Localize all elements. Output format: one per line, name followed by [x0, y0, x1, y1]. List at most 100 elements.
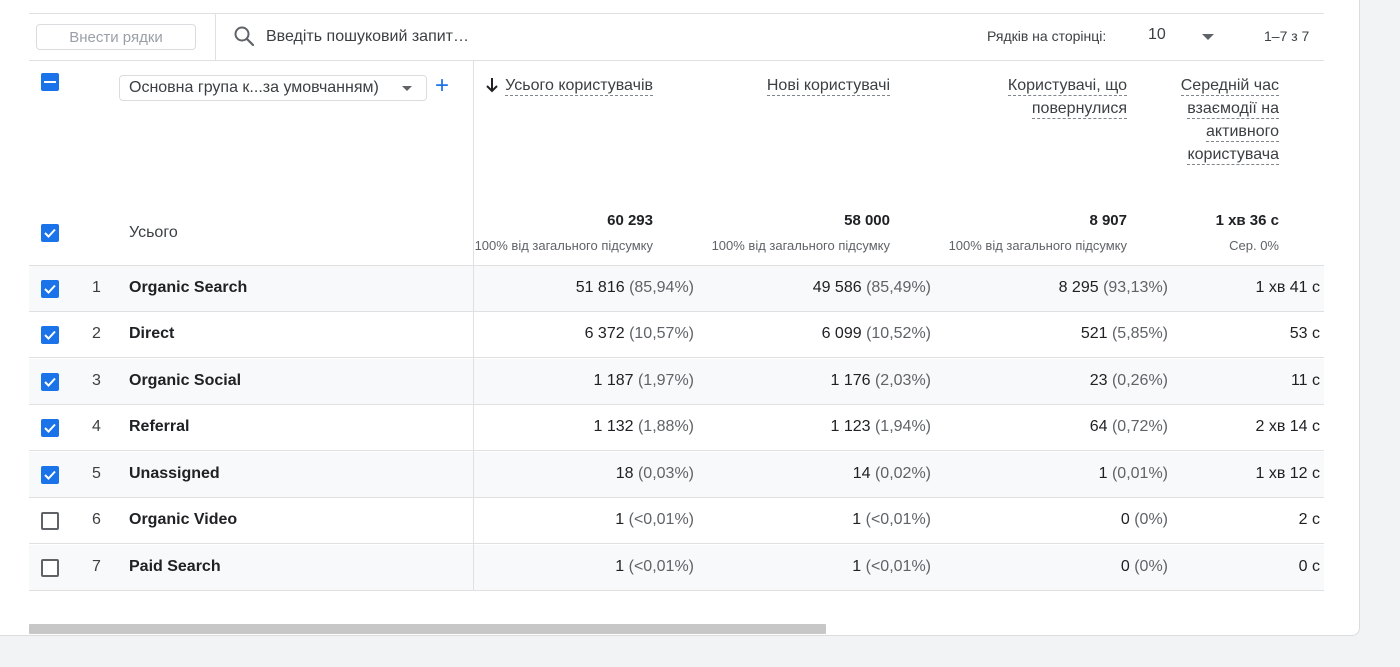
column-header-label: Усього користувачів: [505, 77, 653, 96]
check-icon: [44, 284, 56, 294]
row-index: 2: [92, 325, 101, 342]
rows-per-page-select[interactable]: 10: [1148, 26, 1166, 43]
cell-value: 1: [615, 558, 625, 575]
row-index: 7: [92, 558, 101, 575]
column-header-total-users[interactable]: Усього користувачів: [485, 74, 653, 97]
cell-value: 49 586: [812, 279, 862, 296]
cell-total-users: 1 (<0,01%): [615, 558, 694, 576]
plus-icon[interactable]: +: [434, 72, 449, 99]
total-row-checkbox[interactable]: [41, 224, 59, 242]
insert-rows-button[interactable]: Внести рядки: [36, 24, 196, 50]
cell-returning-users: 23 (0,26%): [1090, 372, 1168, 390]
cell-percent: (0,01%): [1111, 465, 1168, 482]
cell-value: 1: [1098, 465, 1108, 482]
column-header-label-line: активного: [1206, 123, 1279, 142]
report-table-card: Внести рядки Рядків на сторінці: 10 1–7 …: [0, 0, 1360, 636]
row-dimension-value[interactable]: Organic Search: [129, 279, 248, 296]
cell-value: 1 176: [830, 372, 871, 389]
cell-percent: (0,02%): [874, 465, 931, 482]
row-index: 1: [92, 279, 101, 296]
table-row[interactable]: 3 Organic Social 1 187 (1,97%) 1 176 (2,03%…: [29, 359, 1324, 405]
cell-percent: (<0,01%): [865, 511, 931, 528]
row-divider: [29, 357, 1324, 358]
row-divider: [29, 543, 1324, 544]
cell-value: 8 295: [1058, 279, 1099, 296]
column-header-avg-engagement[interactable]: Середній час взаємодії на активного кори…: [1180, 74, 1279, 166]
chevron-down-icon[interactable]: [1202, 34, 1214, 40]
row-dimension-value[interactable]: Organic Social: [129, 372, 242, 389]
cell-new-users: 1 123 (1,94%): [830, 418, 931, 436]
row-checkbox[interactable]: [41, 512, 59, 530]
column-header-new-users[interactable]: Нові користувачі: [766, 74, 890, 97]
cell-total-users: 18 (0,03%): [616, 465, 694, 483]
cell-avg-engagement: 1 хв 12 с: [1255, 465, 1320, 482]
cell-new-users: 1 176 (2,03%): [830, 372, 931, 390]
row-checkbox[interactable]: [41, 326, 59, 344]
row-checkbox[interactable]: [41, 466, 59, 484]
cell-returning-users: 0 (0%): [1121, 558, 1168, 576]
cell-value: 6 099: [821, 325, 862, 342]
check-icon: [44, 423, 56, 433]
cell-total-users: 1 187 (1,97%): [593, 372, 694, 390]
row-dimension-value[interactable]: Paid Search: [129, 558, 221, 575]
row-divider: [29, 450, 1324, 451]
column-header-label-line: Користувачі, що: [1007, 77, 1127, 96]
cell-returning-users: 64 (0,72%): [1090, 418, 1168, 436]
cell-avg-engagement: 1 хв 41 с: [1255, 279, 1320, 296]
dimension-select[interactable]: Основна група к...за умовчанням): [119, 75, 427, 101]
row-dimension-value[interactable]: Direct: [129, 325, 175, 342]
table-row[interactable]: 6 Organic Video 1 (<0,01%) 1 (<0,01%) 0 (0%)…: [29, 498, 1324, 544]
column-header-label-line: взаємодії на: [1187, 100, 1279, 119]
row-divider: [29, 404, 1324, 405]
table-row[interactable]: 2 Direct 6 372 (10,57%) 6 099 (10,52%) 521 (…: [29, 312, 1324, 358]
row-divider: [29, 497, 1324, 498]
check-icon: [44, 470, 56, 480]
row-dimension-value[interactable]: Unassigned: [129, 465, 220, 482]
dimension-select-value: Основна група к...за умовчанням): [129, 79, 379, 96]
check-icon: [44, 377, 56, 387]
cell-new-users: 1 (<0,01%): [852, 511, 931, 529]
select-all-checkbox[interactable]: [41, 73, 59, 91]
table-row[interactable]: 7 Paid Search 1 (<0,01%) 1 (<0,01%) 0 (0%) 0 …: [29, 545, 1324, 591]
row-checkbox[interactable]: [41, 373, 59, 391]
total-value: 58 000: [844, 212, 890, 229]
row-checkbox[interactable]: [41, 559, 59, 577]
toolbar-bottom-divider: [29, 60, 1324, 61]
cell-percent: (0,03%): [637, 465, 694, 482]
cell-total-users: 6 372 (10,57%): [585, 325, 694, 343]
cell-avg-engagement: 2 с: [1298, 511, 1320, 528]
row-checkbox[interactable]: [41, 280, 59, 298]
cell-total-users: 1 (<0,01%): [615, 511, 694, 529]
total-row-label: Усього: [129, 224, 178, 241]
cell-percent: (85,49%): [866, 279, 931, 296]
cell-value: 1: [852, 558, 862, 575]
table-row[interactable]: 4 Referral 1 132 (1,88%) 1 123 (1,94%) 64 (0…: [29, 405, 1324, 451]
table-row[interactable]: 5 Unassigned 18 (0,03%) 14 (0,02%) 1 (0,01%)…: [29, 452, 1324, 498]
search-input[interactable]: [266, 24, 496, 50]
cell-value: 1 187: [593, 372, 634, 389]
cell-avg-engagement: 0 с: [1298, 558, 1320, 575]
cell-percent: (0,26%): [1111, 372, 1168, 389]
cell-value: 1: [615, 511, 625, 528]
table-toolbar: Внести рядки Рядків на сторінці: 10 1–7 …: [0, 14, 1330, 60]
cell-value: 64: [1089, 418, 1108, 435]
cell-value: 14: [852, 465, 871, 482]
cell-percent: (10,57%): [629, 325, 694, 342]
cell-percent: (93,13%): [1103, 279, 1168, 296]
row-index: 4: [92, 418, 101, 435]
cell-percent: (<0,01%): [628, 511, 694, 528]
cell-value: 6 372: [584, 325, 625, 342]
total-subtext: 100% від загального підсумку: [474, 238, 653, 253]
column-header-returning-users[interactable]: Користувачі, що повернулися: [1007, 74, 1127, 120]
cell-value: 1: [852, 511, 862, 528]
cell-percent: (<0,01%): [628, 558, 694, 575]
cell-returning-users: 8 295 (93,13%): [1059, 279, 1168, 297]
row-dimension-value[interactable]: Referral: [129, 418, 190, 435]
rows-per-page-label: Рядків на сторінці:: [987, 28, 1107, 44]
table-row[interactable]: 1 Organic Search 51 816 (85,94%) 49 586 (85…: [29, 266, 1324, 312]
horizontal-scrollbar[interactable]: [29, 624, 826, 634]
row-dimension-value[interactable]: Organic Video: [129, 511, 238, 528]
cell-value: 18: [615, 465, 634, 482]
row-checkbox[interactable]: [41, 419, 59, 437]
cell-avg-engagement: 11 с: [1290, 372, 1320, 389]
